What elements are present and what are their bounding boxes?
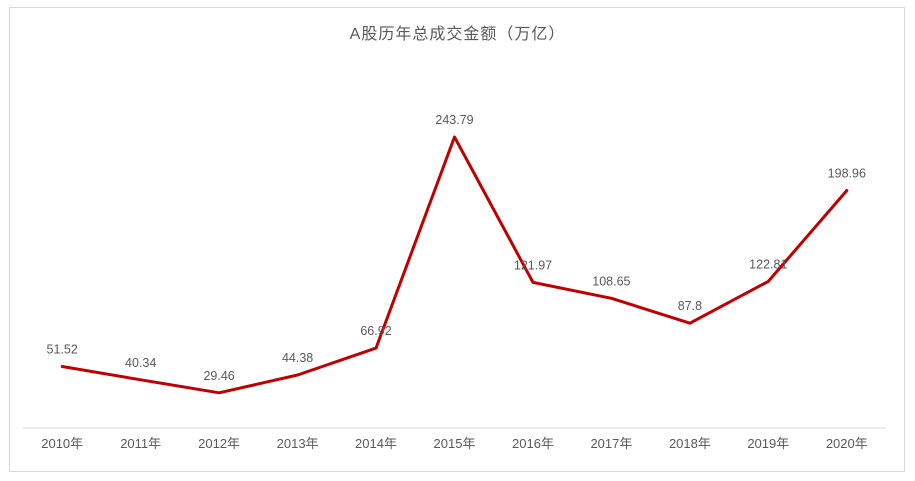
chart-title: A股历年总成交金额（万亿）: [349, 26, 566, 43]
data-point-label: 121.97: [514, 258, 552, 272]
x-axis-tick-label: 2014年: [355, 436, 397, 451]
data-point-label: 198.96: [828, 167, 866, 181]
x-axis-tick-label: 2012年: [198, 436, 240, 451]
x-axis-tick-label: 2016年: [512, 436, 554, 451]
data-point-label: 29.46: [203, 369, 234, 383]
data-point-label: 243.79: [435, 113, 473, 127]
data-point-label: 44.38: [282, 351, 313, 365]
data-point-label: 122.81: [749, 257, 787, 271]
data-point-label: 87.8: [678, 299, 702, 313]
data-point-label: 108.65: [592, 274, 630, 288]
x-axis-tick-label: 2013年: [277, 436, 319, 451]
x-axis-tick-label: 2011年: [120, 436, 161, 451]
data-point-label: 51.52: [47, 343, 78, 357]
chart-frame: [9, 7, 905, 472]
x-axis-tick-label: 2020年: [826, 436, 868, 451]
x-axis-tick-label: 2015年: [434, 436, 476, 451]
x-axis-tick-label: 2018年: [669, 436, 711, 451]
series-line: [60, 135, 849, 395]
x-axis-tick-label: 2010年: [41, 436, 83, 451]
data-point-label: 66.92: [360, 324, 391, 338]
x-axis-tick-label: 2017年: [590, 436, 632, 451]
data-point-label: 40.34: [125, 356, 156, 370]
x-axis-tick-label: 2019年: [747, 436, 789, 451]
